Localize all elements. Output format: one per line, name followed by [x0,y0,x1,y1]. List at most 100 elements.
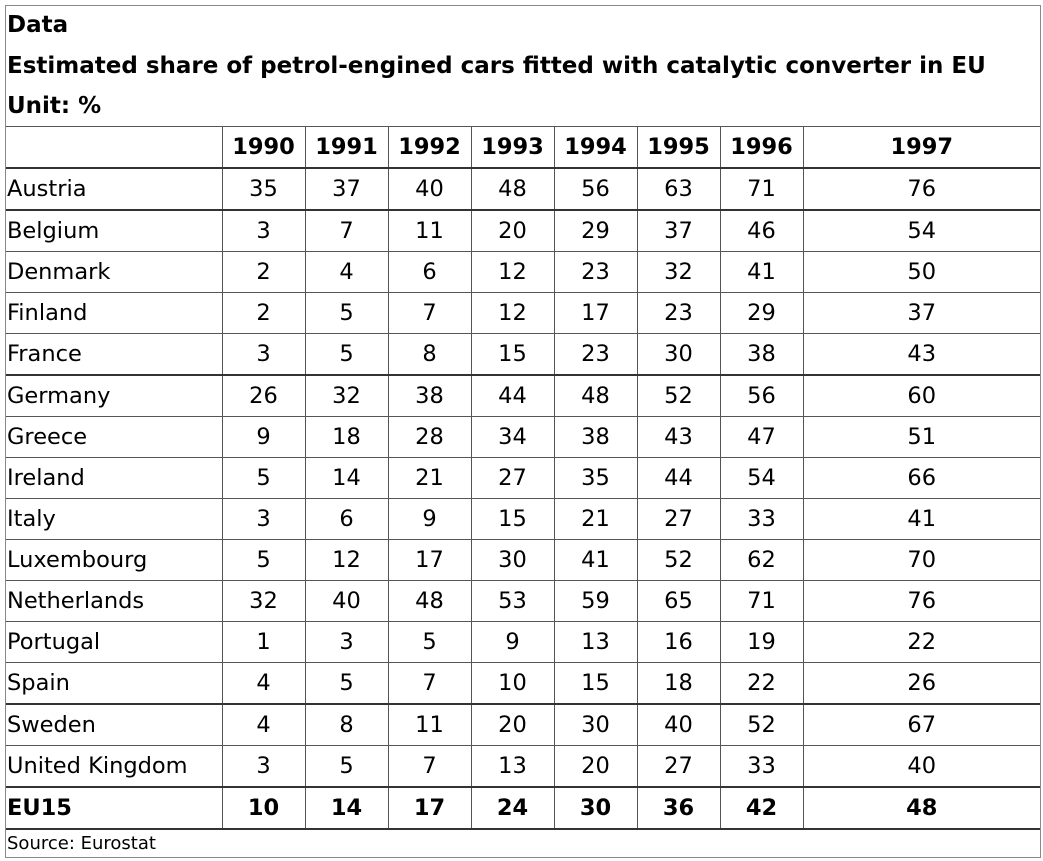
column-header-1997: 1997 [802,126,1040,168]
value-cell: 4 [221,703,305,746]
value-cell: 30 [470,539,554,581]
value-cell: 5 [304,292,388,334]
column-header-1994: 1994 [553,126,637,168]
country-cell: Spain [6,662,222,704]
value-cell: 41 [802,498,1040,540]
table-row: Italy 3 6 9 15 21 27 33 41 [6,498,1040,540]
value-cell: 5 [304,662,388,704]
column-header-1991: 1991 [304,126,388,168]
value-cell: 7 [387,745,471,787]
table-row: Denmark 2 4 6 12 23 32 41 50 [6,251,1040,293]
value-cell: 42 [719,786,803,830]
table-row: Belgium 3 7 11 20 29 37 46 54 [6,209,1040,252]
value-cell: 52 [636,539,720,581]
value-cell: 27 [470,457,554,499]
data-table: 1990 1991 1992 1993 1994 1995 1996 1997 Austria… [6,126,1040,830]
value-cell: 37 [802,292,1040,334]
value-cell: 66 [802,457,1040,499]
header-corner-cell [6,126,222,168]
value-cell: 43 [802,333,1040,375]
value-cell: 6 [304,498,388,540]
value-cell: 35 [553,457,637,499]
value-cell: 15 [470,333,554,375]
value-cell: 52 [636,374,720,417]
table-row: France 3 5 8 15 23 30 38 43 [6,333,1040,375]
value-cell: 26 [221,374,305,417]
value-cell: 27 [636,745,720,787]
table-row: Spain 4 5 7 10 15 18 22 26 [6,662,1040,704]
value-cell: 1 [221,621,305,663]
value-cell: 30 [553,703,637,746]
value-cell: 40 [636,703,720,746]
value-cell: 21 [387,457,471,499]
country-cell: Italy [6,498,222,540]
value-cell: 47 [719,416,803,458]
value-cell: 54 [719,457,803,499]
value-cell: 15 [553,662,637,704]
value-cell: 34 [470,416,554,458]
value-cell: 7 [387,662,471,704]
column-header-1992: 1992 [387,126,471,168]
column-header-1996: 1996 [719,126,803,168]
country-cell: United Kingdom [6,745,222,787]
value-cell: 13 [553,621,637,663]
value-cell: 38 [553,416,637,458]
value-cell: 12 [470,251,554,293]
value-cell: 41 [719,251,803,293]
value-cell: 20 [470,703,554,746]
table-row: Portugal 1 3 5 9 13 16 19 22 [6,621,1040,663]
value-cell: 63 [636,167,720,210]
value-cell: 40 [802,745,1040,787]
table-row: Sweden 4 8 11 20 30 40 52 67 [6,703,1040,746]
value-cell: 17 [387,539,471,581]
column-header-1990: 1990 [221,126,305,168]
value-cell: 48 [553,374,637,417]
value-cell: 5 [221,539,305,581]
value-cell: 51 [802,416,1040,458]
value-cell: 43 [636,416,720,458]
value-cell: 37 [636,209,720,252]
value-cell: 9 [221,416,305,458]
value-cell: 48 [802,786,1040,830]
value-cell: 71 [719,167,803,210]
value-cell: 48 [470,167,554,210]
value-cell: 9 [470,621,554,663]
value-cell: 44 [470,374,554,417]
value-cell: 50 [802,251,1040,293]
value-cell: 3 [221,498,305,540]
value-cell: 23 [553,251,637,293]
value-cell: 28 [387,416,471,458]
source-note: Source: Eurostat [6,830,1040,858]
value-cell: 4 [221,662,305,704]
table-header-row: 1990 1991 1992 1993 1994 1995 1996 1997 [6,126,1040,168]
value-cell: 10 [470,662,554,704]
value-cell: 67 [802,703,1040,746]
value-cell: 30 [636,333,720,375]
value-cell: 20 [553,745,637,787]
value-cell: 24 [470,786,554,830]
value-cell: 7 [304,209,388,252]
value-cell: 38 [387,374,471,417]
country-cell: Greece [6,416,222,458]
value-cell: 4 [304,251,388,293]
value-cell: 38 [719,333,803,375]
value-cell: 71 [719,580,803,622]
value-cell: 33 [719,745,803,787]
value-cell: 12 [470,292,554,334]
value-cell: 17 [387,786,471,830]
value-cell: 19 [719,621,803,663]
value-cell: 41 [553,539,637,581]
value-cell: 3 [221,745,305,787]
value-cell: 3 [221,209,305,252]
value-cell: 5 [304,333,388,375]
value-cell: 23 [553,333,637,375]
value-cell: 76 [802,167,1040,210]
table-row: Ireland 5 14 21 27 35 44 54 66 [6,457,1040,499]
value-cell: 37 [304,167,388,210]
value-cell: 22 [719,662,803,704]
value-cell: 5 [304,745,388,787]
value-cell: 32 [636,251,720,293]
value-cell: 3 [221,333,305,375]
value-cell: 14 [304,786,388,830]
value-cell: 33 [719,498,803,540]
